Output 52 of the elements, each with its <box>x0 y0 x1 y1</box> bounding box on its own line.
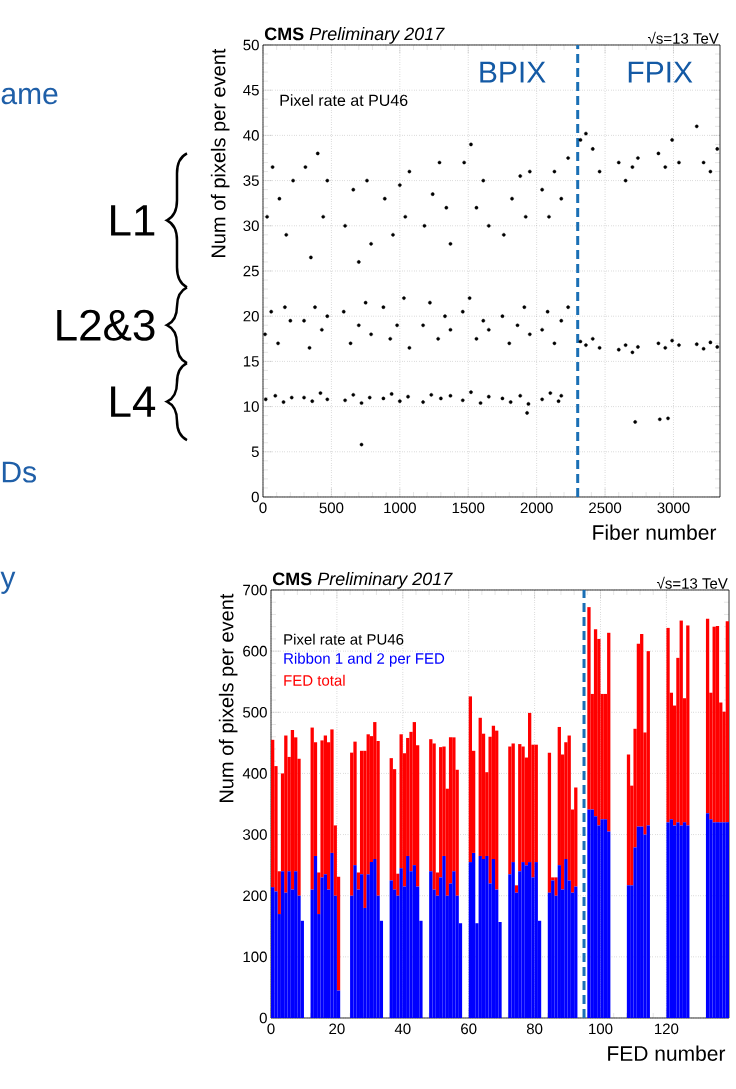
chart-subtitle: √s=13 TeV <box>656 576 728 589</box>
y-tick-label: 700 <box>243 584 267 596</box>
annotation: Pixel rate at PU46 <box>280 94 408 107</box>
y-tick-label: 200 <box>243 890 267 902</box>
chart-title: CMS Preliminary 2017 <box>272 572 453 589</box>
x-tick-label: 80 <box>526 1023 543 1035</box>
y-tick-label: 30 <box>243 220 259 232</box>
y-tick-label: 35 <box>243 175 259 186</box>
y-tick-label: 600 <box>243 645 267 657</box>
y-axis-title: Num of pixels per event <box>218 593 238 802</box>
text: Ribbon 1 and 2 per FED <box>284 652 445 667</box>
x-tick-label: 60 <box>461 1023 477 1035</box>
text: FED total <box>284 674 345 686</box>
y-tick-label: 5 <box>251 446 259 458</box>
legend-title: Pixel rate at PU46 <box>284 633 404 645</box>
x-tick-label: 1000 <box>384 502 416 514</box>
y-tick-label: 45 <box>243 84 259 96</box>
x-tick-label: 40 <box>394 1023 411 1035</box>
y-tick-label: 15 <box>243 356 259 367</box>
y-tick-label: 40 <box>243 130 259 141</box>
text: L4 <box>111 386 156 417</box>
x-tick-label: 1500 <box>452 502 485 514</box>
chart-title: CMS Preliminary 2017 <box>264 27 445 44</box>
chart-subtitle: √s=13 TeV <box>647 31 719 44</box>
text: y <box>0 571 16 594</box>
x-tick-label: 20 <box>329 1023 345 1035</box>
x-axis-title: Fiber number <box>593 524 717 540</box>
annotation: FPIX <box>628 61 693 83</box>
annotation: BPIX <box>480 61 546 83</box>
x-tick-label: 3000 <box>657 502 690 514</box>
text: ame <box>1 87 58 105</box>
y-tick-label: 400 <box>242 768 267 779</box>
x-tick-label: 2000 <box>520 502 553 514</box>
y-tick-label: 0 <box>259 1012 267 1024</box>
text: Ds <box>2 461 36 483</box>
x-tick-label: 120 <box>655 1023 679 1035</box>
y-tick-label: 50 <box>243 39 259 51</box>
y-tick-label: 100 <box>243 951 267 963</box>
y-tick-label: 0 <box>251 491 259 503</box>
x-axis-title: FED number <box>608 1045 726 1061</box>
y-tick-label: 20 <box>243 310 259 322</box>
y-tick-label: 500 <box>243 706 267 718</box>
y-tick-label: 10 <box>243 401 259 412</box>
x-tick-label: 2500 <box>589 502 622 514</box>
x-tick-label: 500 <box>319 502 344 514</box>
y-tick-label: 300 <box>243 829 267 840</box>
text: L1 <box>111 205 155 236</box>
text: L2&3 <box>57 309 155 341</box>
y-tick-label: 25 <box>243 265 259 277</box>
y-axis-title: Num of pixels per event <box>210 48 230 257</box>
x-tick-label: 100 <box>589 1023 613 1035</box>
x-tick-label: 0 <box>267 1023 275 1035</box>
